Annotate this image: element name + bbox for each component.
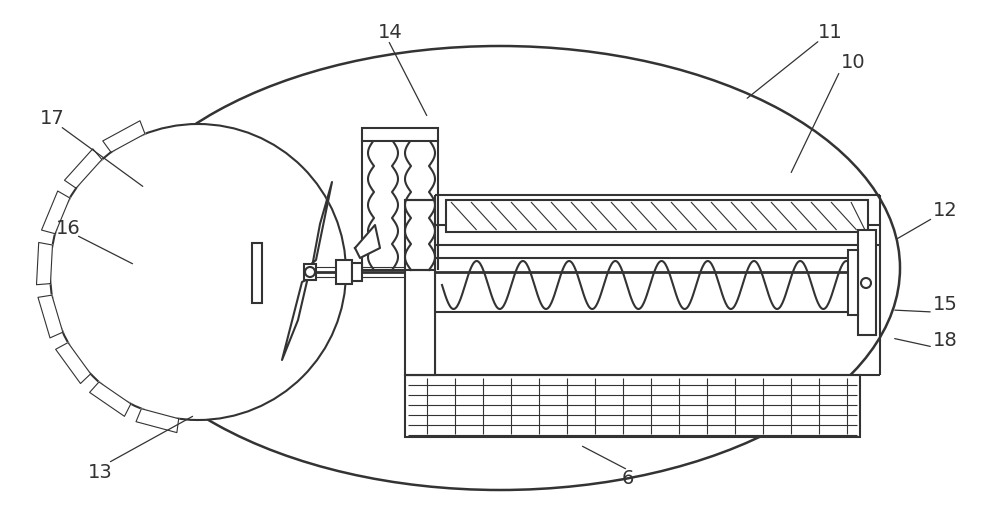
Ellipse shape [100,46,900,490]
Text: 10: 10 [841,54,865,72]
Text: 14: 14 [378,22,402,42]
Circle shape [305,267,315,277]
Polygon shape [355,225,380,258]
Text: 15: 15 [933,295,957,315]
Text: 13: 13 [88,463,112,481]
Text: 11: 11 [818,22,842,42]
Polygon shape [64,149,102,188]
Polygon shape [36,242,52,284]
Polygon shape [90,382,131,416]
Text: 12: 12 [933,201,957,219]
Polygon shape [103,121,145,152]
Bar [304,264,316,280]
Polygon shape [282,277,312,360]
Polygon shape [42,191,70,234]
Bar [336,260,352,284]
Circle shape [861,278,871,288]
Polygon shape [38,295,63,338]
Text: 17: 17 [40,108,64,128]
Text: 18: 18 [933,330,957,350]
Bar [858,230,876,335]
Text: 16: 16 [56,218,80,238]
Circle shape [50,124,346,420]
Polygon shape [308,182,332,267]
Bar [252,243,262,303]
Bar [446,200,868,232]
Bar [848,250,858,315]
Polygon shape [56,343,91,383]
Bar [362,128,438,141]
Polygon shape [136,409,179,432]
Text: 6: 6 [622,468,634,488]
Bar [405,200,435,375]
Bar [405,375,860,437]
Bar [352,263,362,281]
